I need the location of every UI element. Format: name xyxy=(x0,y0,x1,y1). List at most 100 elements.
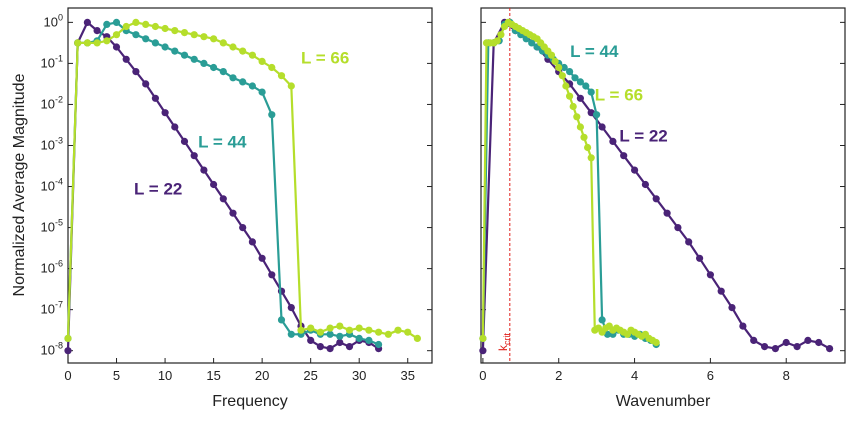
left-data-point xyxy=(190,31,198,39)
left-data-point xyxy=(142,20,150,28)
left-data-point xyxy=(316,343,324,351)
right-data-point xyxy=(674,224,682,232)
right-data-point xyxy=(571,74,579,82)
left-data-point xyxy=(83,18,91,26)
right-data-point xyxy=(652,338,660,347)
right-data-point xyxy=(580,133,588,141)
left-data-point xyxy=(307,336,315,344)
left-data-point xyxy=(229,74,237,82)
kcrit-marker: kcrit xyxy=(496,8,512,363)
y-tick-exponent: -7 xyxy=(55,300,63,310)
left-x-tick-label: 5 xyxy=(113,368,120,383)
y-tick-base: 10 xyxy=(41,55,55,70)
left-data-point xyxy=(161,109,169,117)
left-data-point xyxy=(93,27,101,35)
left-data-point xyxy=(229,209,237,217)
right-data-point xyxy=(804,336,812,344)
left-data-point xyxy=(355,324,363,332)
left-x-tick-label: 10 xyxy=(158,368,172,383)
y-axis-label: Normalized Average Magnitude xyxy=(11,73,28,296)
right-data-point xyxy=(560,63,568,72)
right-data-point xyxy=(587,88,595,96)
left-data-point xyxy=(268,271,276,279)
left-data-point xyxy=(190,55,198,63)
left-x-tick-label: 25 xyxy=(303,368,317,383)
y-tick-label: 10-3 xyxy=(41,135,63,152)
y-tick-label: 10-2 xyxy=(41,94,63,111)
right-series-line-l-22 xyxy=(481,21,831,351)
left-data-point xyxy=(326,324,334,332)
left-data-point xyxy=(239,224,247,232)
left-data-point xyxy=(200,33,208,41)
y-tick-base: 10 xyxy=(41,343,55,358)
right-data-point xyxy=(631,166,639,174)
left-data-point xyxy=(248,238,256,246)
kcrit-label: kcrit xyxy=(496,333,512,351)
y-tick-label: 10-8 xyxy=(41,341,63,358)
left-x-tick-label: 30 xyxy=(352,368,366,383)
left-data-point xyxy=(326,330,334,338)
left-data-point xyxy=(287,82,295,90)
y-tick-base: 10 xyxy=(41,137,55,152)
y-tick-exponent: -8 xyxy=(55,341,63,351)
right-x-tick-label: 4 xyxy=(631,368,638,383)
left-data-point xyxy=(268,63,276,72)
right-data-point xyxy=(479,334,487,342)
left-data-point xyxy=(307,324,315,332)
right-data-point xyxy=(739,322,747,330)
left-data-point xyxy=(413,334,421,342)
right-data-point xyxy=(558,72,566,80)
y-tick-label: 10-5 xyxy=(41,218,63,235)
right-data-point xyxy=(584,143,592,152)
right-data-point xyxy=(706,271,715,279)
left-data-point xyxy=(316,328,324,336)
y-tick-label: 10-1 xyxy=(41,53,63,70)
right-series-labels: L = 44 L = 66 L = 22 xyxy=(570,42,668,145)
left-x-ticks: 0 5 10 15 20 25 30 35 xyxy=(64,358,415,383)
right-x-ticks: 0 2 4 6 8 xyxy=(479,358,790,383)
left-x-tick-label: 35 xyxy=(400,368,414,383)
left-data-point xyxy=(64,347,72,355)
left-data-point xyxy=(219,68,227,76)
left-data-point xyxy=(258,88,266,96)
y-tick-base: 10 xyxy=(41,261,55,276)
left-data-point xyxy=(74,39,82,47)
right-data-point xyxy=(569,102,577,111)
left-data-point xyxy=(287,330,295,338)
right-data-point xyxy=(598,123,606,131)
left-data-point xyxy=(297,326,305,334)
left-data-point xyxy=(64,334,72,342)
left-label-l-22: L = 22 xyxy=(134,180,182,199)
right-data-point xyxy=(771,345,780,353)
left-data-point xyxy=(239,78,247,86)
right-x-tick-label: 8 xyxy=(783,368,790,383)
left-data-point xyxy=(287,304,295,312)
y-tick-base: 10 xyxy=(41,96,55,111)
left-data-point xyxy=(200,59,208,67)
right-data-point xyxy=(815,338,823,347)
left-data-point xyxy=(142,80,150,88)
left-data-point xyxy=(93,39,101,47)
left-data-point xyxy=(326,345,334,353)
left-data-point xyxy=(258,57,266,65)
left-series-line-l-66 xyxy=(66,21,418,340)
right-data-point xyxy=(479,347,487,355)
left-data-point xyxy=(122,22,130,31)
right-data-point xyxy=(641,180,650,189)
left-data-point xyxy=(365,336,373,344)
right-series-l-66 xyxy=(479,18,660,347)
left-series-labels: L = 66 L = 44 L = 22 xyxy=(134,48,349,198)
right-data-point xyxy=(728,304,736,312)
y-tick-label: 10-4 xyxy=(41,177,63,194)
right-data-point xyxy=(620,152,628,160)
left-data-point xyxy=(171,123,179,131)
left-data-point xyxy=(171,27,179,35)
left-data-point xyxy=(103,37,111,45)
left-data-point xyxy=(151,22,159,31)
left-data-point xyxy=(122,55,130,63)
left-data-point xyxy=(132,18,140,26)
left-data-point xyxy=(336,332,344,340)
left-data-point xyxy=(161,24,169,33)
right-label-l-44: L = 44 xyxy=(570,42,619,61)
